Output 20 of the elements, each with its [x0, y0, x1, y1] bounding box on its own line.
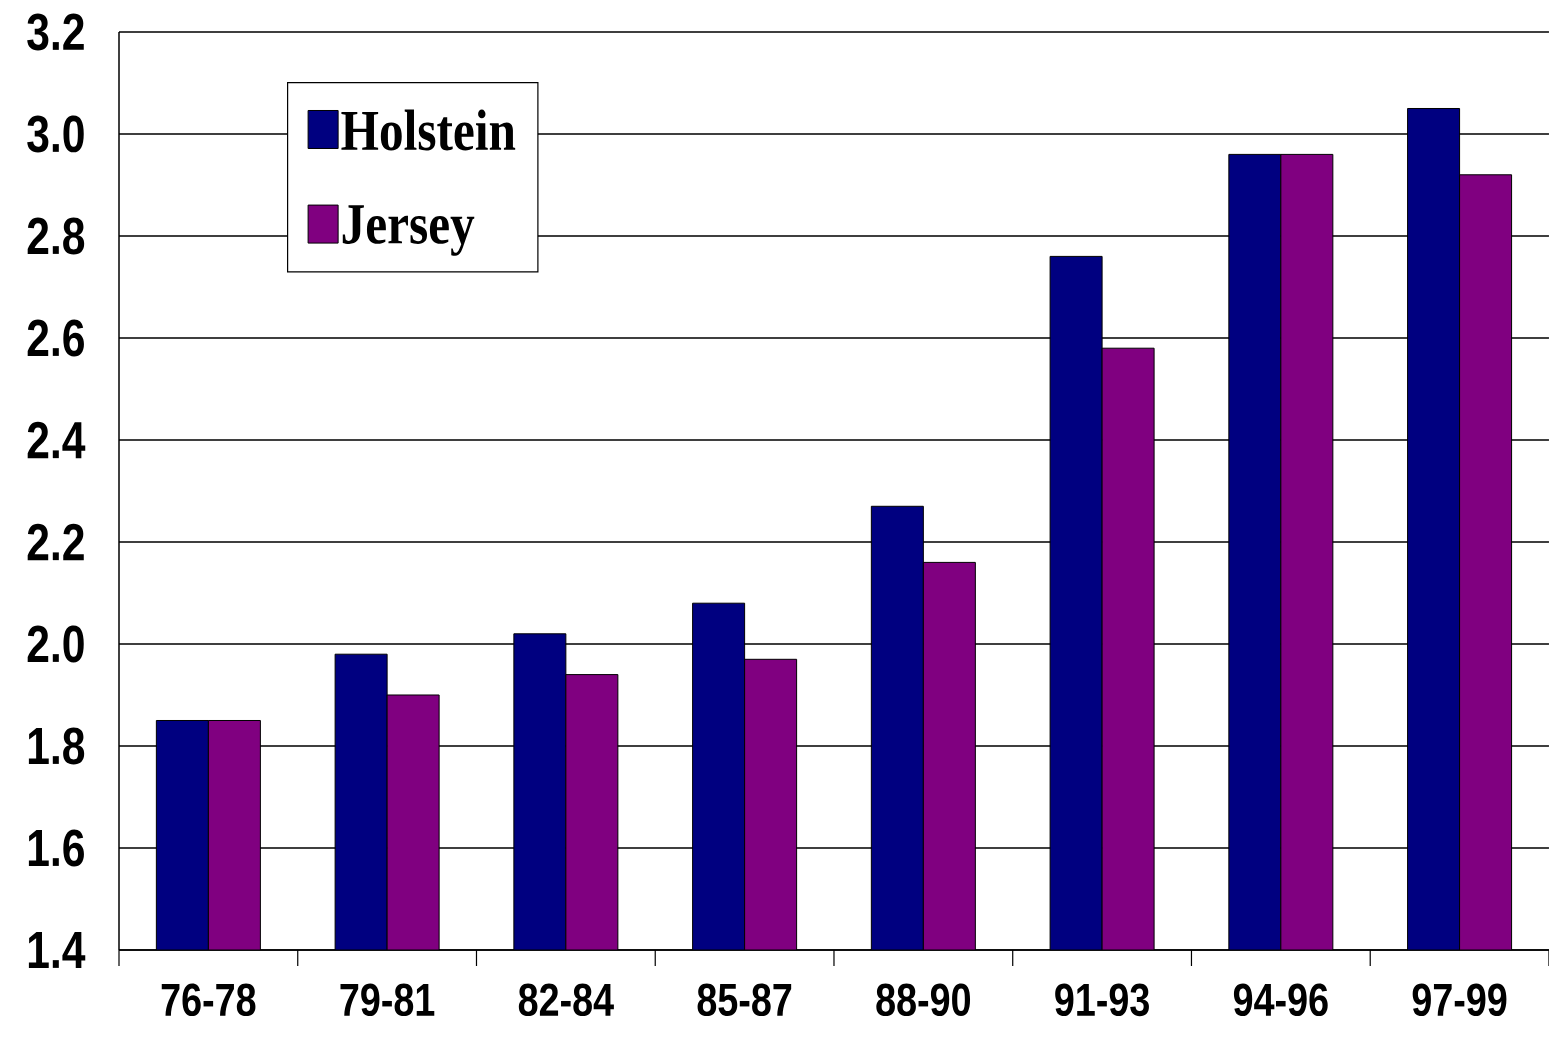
- x-tick-label: 97-99: [1412, 983, 1507, 1017]
- x-tick-label: 76-78: [161, 983, 256, 1017]
- y-tick-label: 3.0: [27, 115, 84, 153]
- y-tick-label: 2.8: [27, 217, 85, 255]
- y-tick-label: 2.0: [27, 625, 84, 663]
- y-tick-label: 2.2: [27, 523, 84, 561]
- y-tick-label: 2.4: [27, 421, 86, 459]
- y-tick-label: 2.6: [27, 319, 84, 357]
- x-tick-label: 85-87: [697, 983, 792, 1017]
- y-tick-label: 3.2: [27, 13, 84, 51]
- legend-label: Holstein: [341, 109, 516, 151]
- x-tick-label: 79-81: [340, 983, 435, 1017]
- y-tick-label: 1.8: [28, 727, 85, 765]
- y-tick-label: 1.4: [28, 932, 86, 968]
- y-tick-label: 1.6: [28, 829, 84, 867]
- x-tick-label: 91-93: [1055, 983, 1149, 1017]
- x-tick-label: 88-90: [876, 983, 971, 1017]
- x-tick-label: 94-96: [1233, 983, 1328, 1017]
- legend-label: Jersey: [342, 205, 475, 256]
- x-tick-label: 82-84: [518, 983, 614, 1017]
